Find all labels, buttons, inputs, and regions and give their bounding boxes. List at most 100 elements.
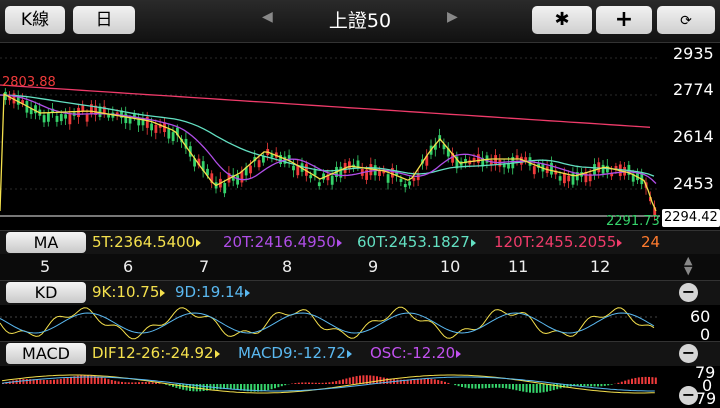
candle-body <box>563 173 566 183</box>
candle-body <box>77 108 80 117</box>
macd-bar <box>597 384 599 386</box>
kd-chart-panel[interactable]: 60 0 <box>0 305 720 341</box>
macd-bar <box>424 379 426 384</box>
macd-bar <box>104 378 106 384</box>
settings-button[interactable]: ✱ <box>532 6 592 34</box>
macd-bar <box>274 384 276 388</box>
candle-body <box>477 154 480 162</box>
candle-body <box>550 163 553 175</box>
candle-body <box>413 178 416 181</box>
macd-bar <box>631 379 633 384</box>
macd-bar <box>556 384 558 389</box>
macd-bar <box>583 384 585 386</box>
macd-bar <box>128 382 130 384</box>
ma-strip: MA 5T:2364.5400 20T:2416.4950 60T:2453.1… <box>0 230 720 256</box>
ma-button[interactable]: MA <box>6 232 86 253</box>
macd-bar <box>420 379 422 384</box>
candle-body <box>559 176 562 181</box>
macd-bar <box>308 383 310 384</box>
candle-body <box>167 129 170 138</box>
kd-button[interactable]: KD <box>6 282 86 303</box>
collapse-macd-button[interactable]: − <box>679 344 698 363</box>
candle-body <box>404 184 407 187</box>
macd-chart-panel[interactable]: 79 0 -79 − <box>0 366 720 404</box>
candle-body <box>533 166 536 174</box>
macd-bar <box>624 381 626 384</box>
candle-body <box>236 175 239 184</box>
date-axis: 5 6 7 8 9 10 11 12 ▲▼ <box>0 254 720 280</box>
macd-bar <box>53 380 55 384</box>
macd-bar <box>124 382 126 384</box>
macd-bottom-button[interactable]: − <box>679 386 698 405</box>
macd-bar <box>515 384 517 390</box>
macd-bar <box>488 384 490 388</box>
ma20-value: 20T:2416.4950 <box>223 233 342 251</box>
macd-bar <box>638 377 640 384</box>
plus-icon: + <box>615 7 633 32</box>
rotate-icon: ⟳ <box>680 13 692 29</box>
macd-bar <box>634 378 636 384</box>
candle-body <box>47 113 50 122</box>
month-label: 9 <box>368 257 378 276</box>
macd-bar <box>84 375 86 384</box>
macd-bar <box>145 382 147 384</box>
kline-button[interactable]: K線 <box>5 6 65 34</box>
macd-value: MACD9:-12.72 <box>238 344 352 362</box>
macd-bar <box>461 384 463 387</box>
macd-bar <box>509 384 511 389</box>
macd-bar <box>648 377 650 384</box>
macd-bar <box>475 384 477 389</box>
month-label: 11 <box>508 257 528 276</box>
candle-body <box>249 166 252 174</box>
rotate-button[interactable]: ⟳ <box>657 6 715 34</box>
macd-bar <box>131 382 133 384</box>
macd-bar <box>617 383 619 384</box>
macd-bar <box>430 379 432 384</box>
macd-bar <box>216 384 218 389</box>
candle-body <box>124 113 127 123</box>
candle-body <box>597 162 600 172</box>
candle-body <box>391 168 394 178</box>
macd-bar <box>264 384 266 391</box>
price-chart[interactable] <box>0 43 720 229</box>
macd-bar <box>532 384 534 393</box>
macd-bar <box>152 382 154 384</box>
add-button[interactable]: + <box>596 6 652 34</box>
macd-bar <box>352 377 354 384</box>
price-chart-panel[interactable]: 2935 2774 2614 2453 2803.88 2291.73 2294… <box>0 43 720 229</box>
page-title: 上證50 <box>250 6 470 36</box>
d-value: 9D:19.14 <box>175 283 250 301</box>
macd-bar <box>600 384 602 386</box>
macd-bar <box>655 378 657 384</box>
ma5-line <box>0 94 656 211</box>
up-down-arrows-icon[interactable]: ▲▼ <box>684 256 692 276</box>
candle-body <box>292 166 295 171</box>
macd-bar <box>641 377 643 384</box>
candle-body <box>314 170 317 175</box>
candle-body <box>387 174 390 183</box>
candle-body <box>223 183 226 193</box>
candle-body <box>567 176 570 181</box>
macd-button[interactable]: MACD <box>6 343 86 364</box>
macd-bar <box>114 381 116 384</box>
macd-bar <box>519 384 521 391</box>
candle-body <box>155 125 158 133</box>
macd-bar <box>294 383 296 384</box>
macd-bar <box>621 382 623 384</box>
macd-bar <box>298 383 300 384</box>
ma120-line <box>0 85 650 127</box>
candle-body <box>309 175 312 178</box>
chevron-right-icon[interactable]: ▶ <box>447 9 458 25</box>
macd-bar <box>604 384 606 386</box>
month-label: 7 <box>199 257 209 276</box>
macd-bar <box>590 384 592 386</box>
candle-body <box>331 176 334 185</box>
macd-bar <box>447 383 449 384</box>
macd-bar <box>478 384 480 389</box>
macd-bar <box>50 380 52 384</box>
collapse-kd-button[interactable]: − <box>679 283 698 302</box>
period-button[interactable]: 日 <box>73 6 135 34</box>
macd-bar <box>529 384 531 393</box>
macd-bar <box>141 382 143 384</box>
macd-bar <box>179 384 181 389</box>
